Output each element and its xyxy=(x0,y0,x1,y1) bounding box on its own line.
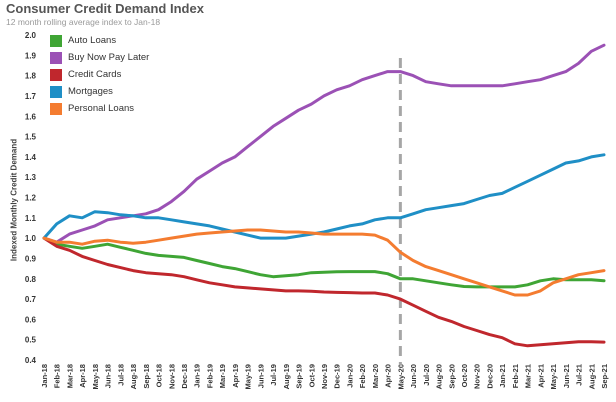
x-tick-label: Jul-19 xyxy=(269,364,278,386)
y-tick-label: 1.1 xyxy=(25,214,37,223)
x-tick-label: Oct-19 xyxy=(307,364,316,387)
x-tick-label: Aug-19 xyxy=(282,364,291,389)
x-tick-label: Aug-18 xyxy=(129,364,138,389)
y-tick-label: 2.0 xyxy=(25,31,37,40)
x-tick-label: Feb-18 xyxy=(53,364,62,388)
x-tick-label: Mar-20 xyxy=(371,364,380,388)
legend-item-personal-loans: Personal Loans xyxy=(50,100,149,117)
x-tick-label: Oct-20 xyxy=(460,364,469,387)
y-tick-label: 1.5 xyxy=(25,133,37,142)
x-tick-label: Jan-18 xyxy=(40,364,49,388)
x-tick-label: Jul-21 xyxy=(575,364,584,386)
x-tick-label: Sep-18 xyxy=(142,364,151,389)
legend-label: Credit Cards xyxy=(68,69,122,80)
legend-swatch xyxy=(50,51,62,64)
series-line-mortgages xyxy=(42,153,606,240)
x-tick-label: Sep-19 xyxy=(295,364,304,389)
series-line-personal-loans xyxy=(42,228,606,297)
series-line-credit-cards xyxy=(42,236,606,348)
legend-swatch xyxy=(50,85,62,98)
x-tick-label: Jan-19 xyxy=(193,364,202,388)
series-line-auto-loans xyxy=(42,236,606,289)
x-tick-label: Jul-18 xyxy=(116,364,125,386)
legend-label: Mortgages xyxy=(68,86,113,97)
x-tick-label: Jun-19 xyxy=(256,364,265,388)
x-tick-label: Aug-20 xyxy=(435,364,444,389)
x-tick-label: Apr-18 xyxy=(78,364,87,388)
x-tick-label: Mar-18 xyxy=(65,364,74,388)
x-tick-label: May-18 xyxy=(91,364,100,389)
x-tick-label: Oct-18 xyxy=(155,364,164,387)
x-tick-label: Jun-18 xyxy=(104,364,113,388)
chart-legend: Auto Loans Buy Now Pay Later Credit Cards M… xyxy=(50,32,149,117)
legend-swatch xyxy=(50,34,62,47)
y-tick-label: 1.0 xyxy=(25,234,37,243)
y-tick-label: 0.9 xyxy=(25,254,37,263)
legend-item-mortgages: Mortgages xyxy=(50,83,149,100)
x-tick-label: Feb-20 xyxy=(358,364,367,388)
y-tick-label: 1.3 xyxy=(25,173,37,182)
y-tick-label: 0.7 xyxy=(25,295,37,304)
y-tick-label: 0.6 xyxy=(25,315,37,324)
legend-label: Auto Loans xyxy=(68,35,117,46)
x-tick-label: Feb-19 xyxy=(205,364,214,388)
x-tick-label: Nov-19 xyxy=(320,364,329,389)
x-tick-label: Sep-20 xyxy=(447,364,456,389)
x-tick-label: Apr-19 xyxy=(231,364,240,388)
x-tick-label: Aug-21 xyxy=(587,364,596,389)
chart-title: Consumer Credit Demand Index xyxy=(6,1,204,16)
y-tick-label: 1.8 xyxy=(25,72,37,81)
x-tick-label: Dec-19 xyxy=(333,364,342,389)
y-tick-label: 0.5 xyxy=(25,336,37,345)
x-tick-label: May-21 xyxy=(549,364,558,389)
legend-swatch xyxy=(50,68,62,81)
y-tick-label: 0.8 xyxy=(25,275,37,284)
x-tick-label: Dec-18 xyxy=(180,364,189,389)
legend-item-buy-now-pay-later: Buy Now Pay Later xyxy=(50,49,149,66)
x-tick-label: May-20 xyxy=(396,364,405,389)
x-tick-label: Feb-21 xyxy=(511,364,520,388)
x-tick-label: Jul-20 xyxy=(422,364,431,386)
y-tick-label: 1.9 xyxy=(25,51,37,60)
legend-label: Buy Now Pay Later xyxy=(68,52,150,63)
x-tick-label: Nov-20 xyxy=(473,364,482,389)
y-tick-label: 1.2 xyxy=(25,194,37,203)
x-tick-label: Jun-20 xyxy=(409,364,418,388)
chart-subtitle: 12 month rolling average index to Jan-18 xyxy=(6,17,161,27)
y-tick-label: 1.6 xyxy=(25,112,37,121)
y-tick-label: 1.7 xyxy=(25,92,37,101)
x-tick-label: Sep-21 xyxy=(600,364,609,389)
legend-item-credit-cards: Credit Cards xyxy=(50,66,149,83)
legend-item-auto-loans: Auto Loans xyxy=(50,32,149,49)
x-tick-label: May-19 xyxy=(244,364,253,389)
legend-label: Personal Loans xyxy=(68,103,135,114)
legend-swatch xyxy=(50,102,62,115)
x-tick-label: Jan-20 xyxy=(345,364,354,388)
x-tick-label: Apr-21 xyxy=(536,364,545,388)
x-tick-label: Dec-20 xyxy=(485,364,494,389)
x-tick-label: Jan-21 xyxy=(498,364,507,388)
y-tick-label: 1.4 xyxy=(25,153,37,162)
y-tick-label: 0.4 xyxy=(25,356,37,365)
x-tick-label: Jun-21 xyxy=(562,364,571,388)
x-tick-label: Mar-21 xyxy=(524,364,533,388)
x-tick-label: Apr-20 xyxy=(384,364,393,388)
x-tick-label: Nov-18 xyxy=(167,364,176,389)
x-tick-label: Mar-19 xyxy=(218,364,227,388)
